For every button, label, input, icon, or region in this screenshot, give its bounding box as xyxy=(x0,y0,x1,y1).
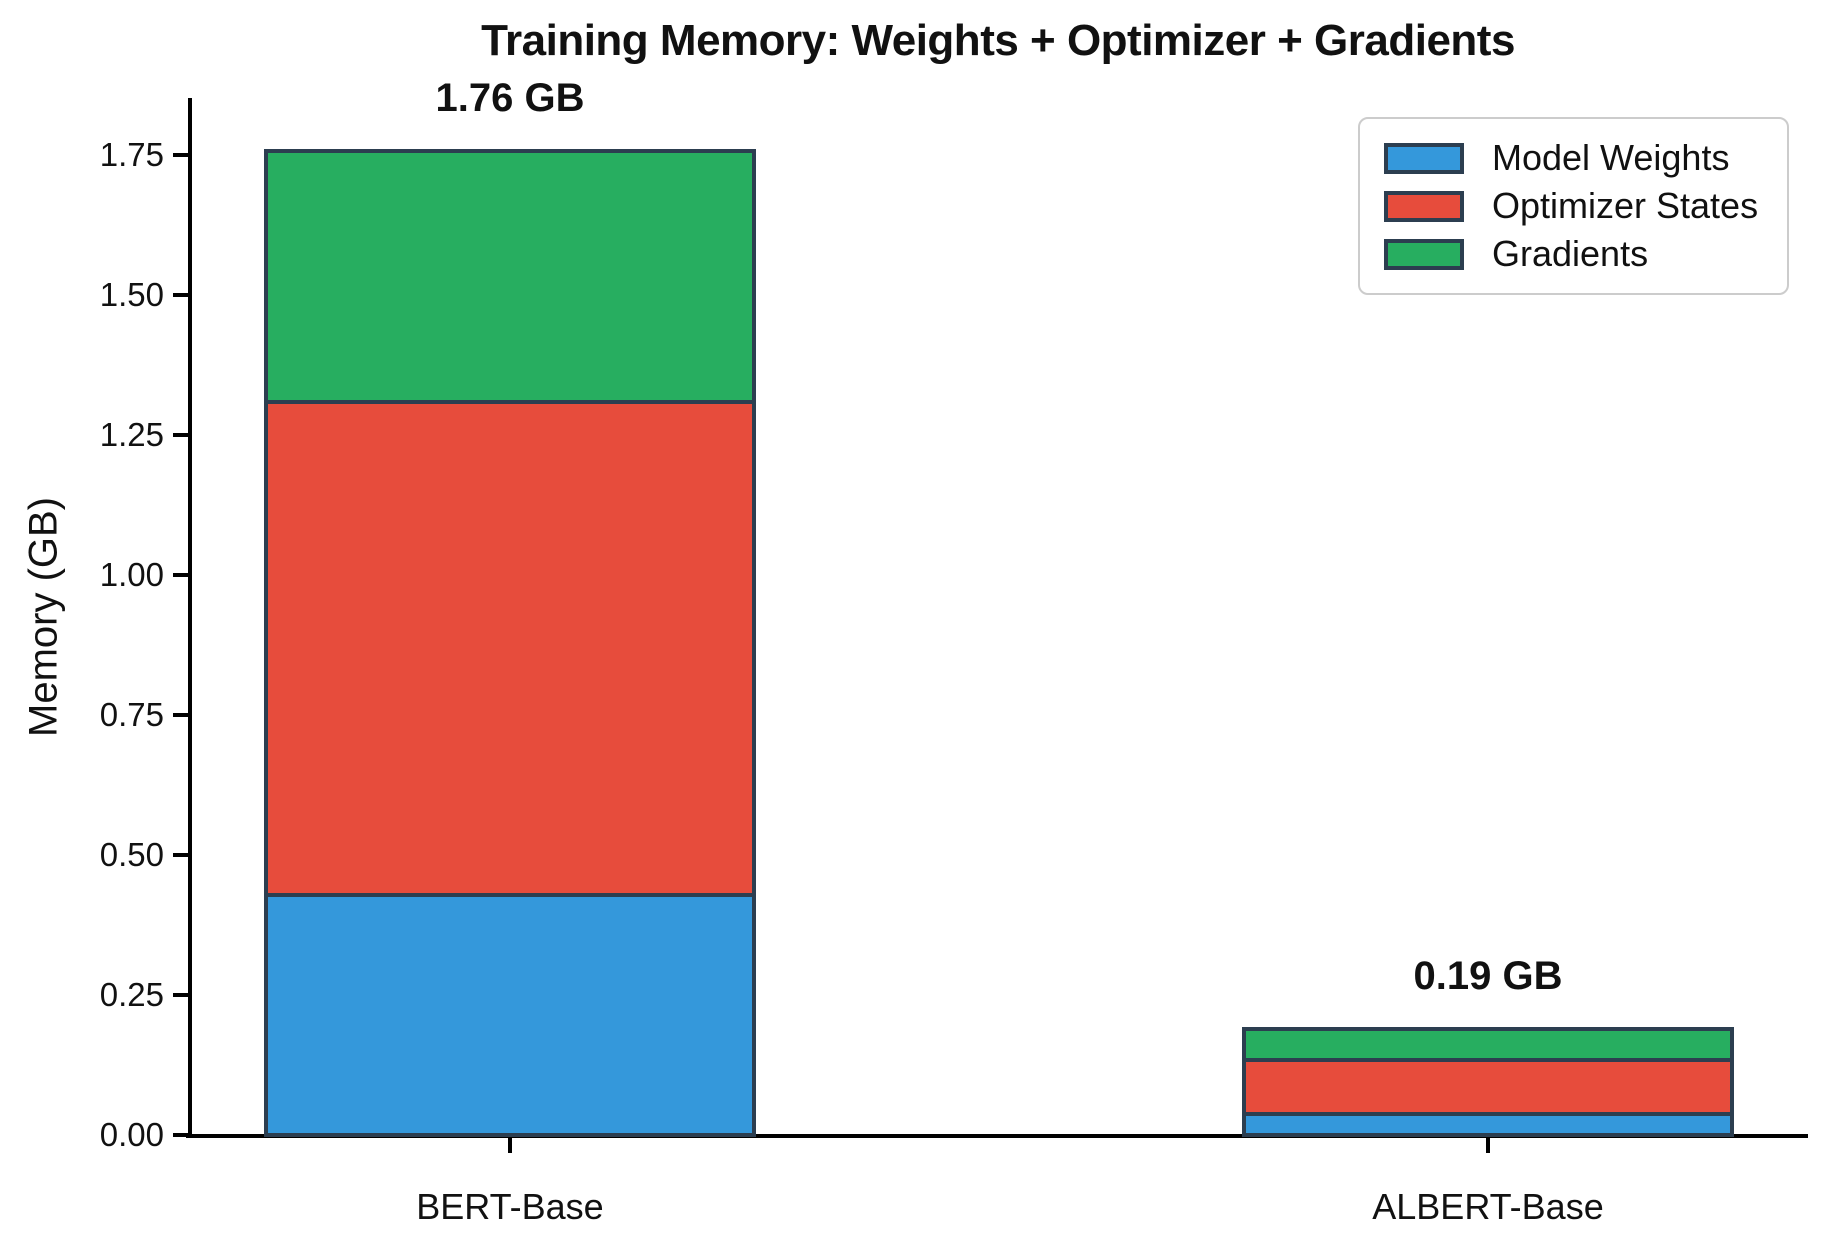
y-tick-label: 1.75 xyxy=(99,136,164,173)
legend-label-gradients: Gradients xyxy=(1492,233,1649,274)
bar-albert-base xyxy=(1242,1027,1734,1137)
segment-optimizer-states-bert-base xyxy=(268,399,752,893)
segment-gradients-albert-base xyxy=(1246,1031,1730,1059)
y-tick-label: 1.50 xyxy=(99,276,164,313)
legend-item-gradients: Gradients xyxy=(1384,233,1763,275)
x-tick-mark xyxy=(1486,1138,1490,1153)
chart-title: Training Memory: Weights + Optimizer + G… xyxy=(481,16,1515,65)
total-annotation-bert-base: 1.76 GB xyxy=(435,76,585,121)
y-tick-label: 1.25 xyxy=(99,416,164,453)
segment-gradients-bert-base xyxy=(268,153,752,400)
y-tick-label: 1.00 xyxy=(99,556,164,593)
x-axis-spine xyxy=(186,1134,1808,1138)
legend: Model Weights Optimizer States Gradients xyxy=(1358,117,1789,295)
legend-label-optimizer-states: Optimizer States xyxy=(1492,185,1759,226)
x-tick-label-albert-base: ALBERT-Base xyxy=(1372,1186,1604,1227)
legend-label-model-weights: Model Weights xyxy=(1492,137,1730,178)
legend-swatch-optimizer-states xyxy=(1384,190,1464,222)
segment-optimizer-states-albert-base xyxy=(1246,1058,1730,1113)
bar-bert-base xyxy=(264,149,756,1137)
y-tick-mark xyxy=(173,713,188,717)
x-tick-mark xyxy=(508,1138,512,1153)
y-tick-mark xyxy=(173,853,188,857)
legend-swatch-gradients xyxy=(1384,238,1464,270)
y-tick-label: 0.50 xyxy=(99,836,164,873)
y-axis-spine xyxy=(188,98,192,1138)
y-tick-label: 0.75 xyxy=(99,696,164,733)
y-tick-label: 0.00 xyxy=(99,1116,164,1153)
y-tick-mark xyxy=(173,153,188,157)
legend-item-optimizer-states: Optimizer States xyxy=(1384,185,1763,227)
legend-item-model-weights: Model Weights xyxy=(1384,137,1763,179)
x-tick-label-bert-base: BERT-Base xyxy=(416,1186,604,1227)
y-tick-label: 0.25 xyxy=(99,976,164,1013)
legend-swatch-model-weights xyxy=(1384,142,1464,174)
total-annotation-albert-base: 0.19 GB xyxy=(1413,954,1563,999)
y-tick-mark xyxy=(173,293,188,297)
y-tick-mark xyxy=(173,573,188,577)
y-tick-mark xyxy=(173,1133,188,1137)
segment-model-weights-albert-base xyxy=(1246,1112,1730,1133)
segment-model-weights-bert-base xyxy=(268,892,752,1133)
y-tick-mark xyxy=(173,433,188,437)
y-tick-mark xyxy=(173,993,188,997)
